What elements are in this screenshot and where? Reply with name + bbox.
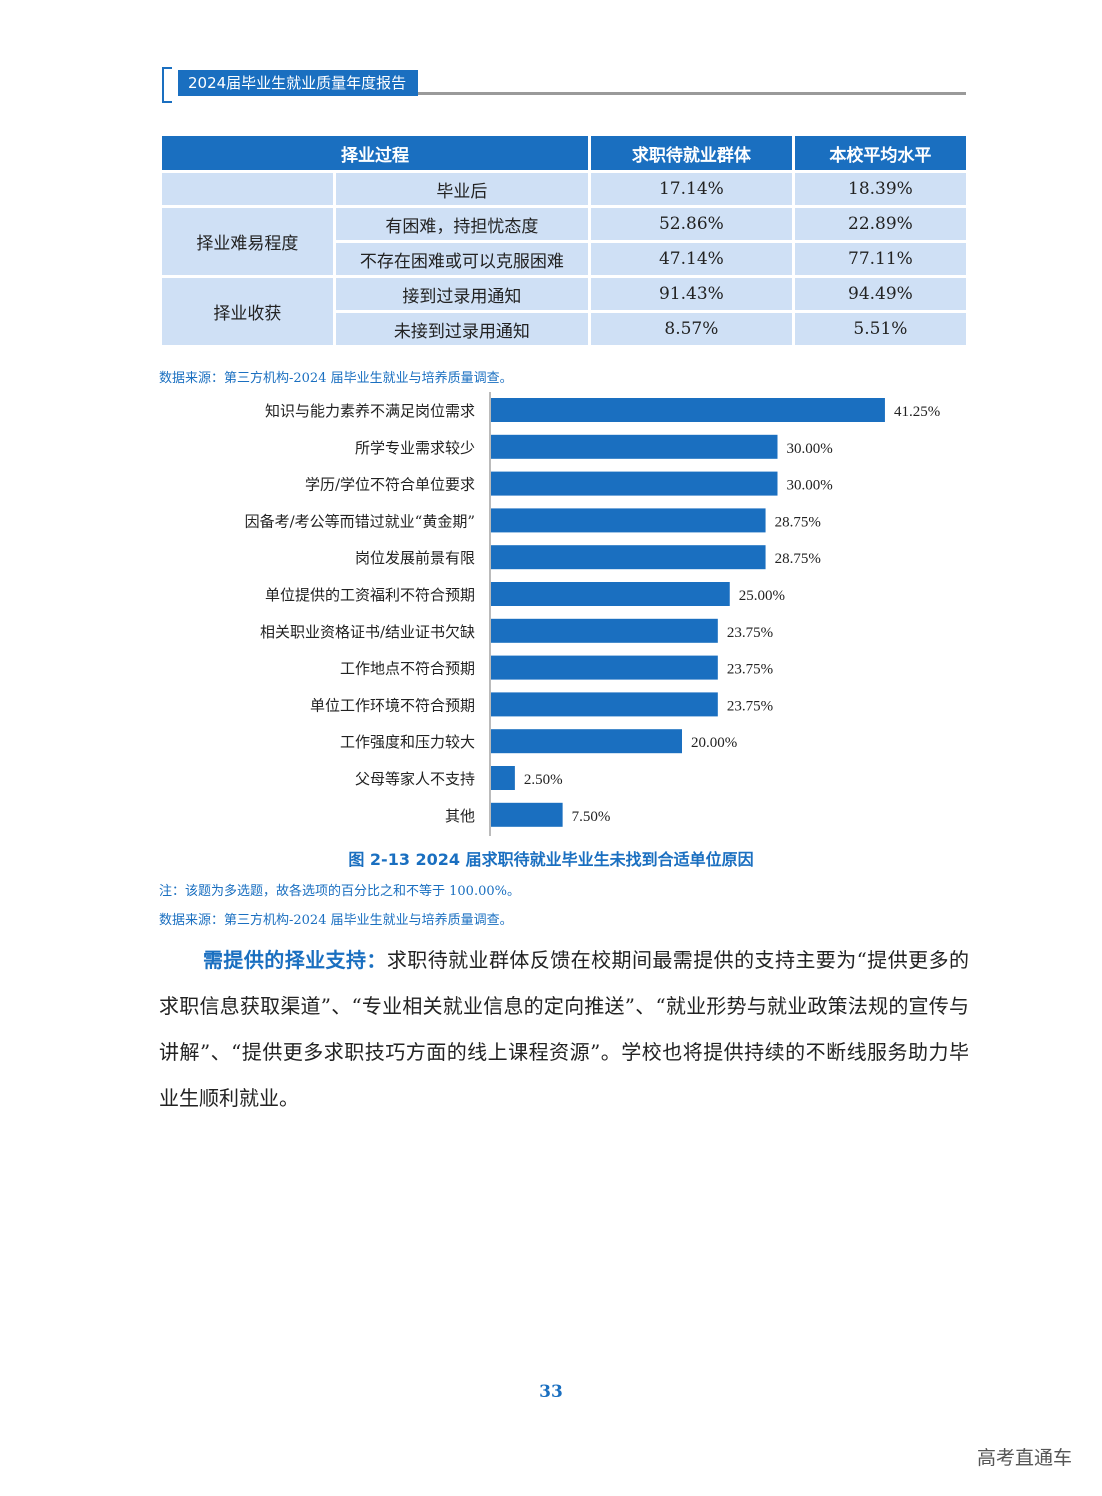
table-cell-value: 18.39%	[794, 173, 966, 205]
category-label: 父母等家人不支持	[355, 770, 475, 788]
table-cell-item: 不存在困难或可以克服困难	[335, 243, 588, 275]
bar	[491, 802, 563, 827]
data-label: 23.75%	[727, 662, 773, 678]
page-number: 33	[539, 1382, 563, 1402]
table-cell-value: 91.43%	[590, 278, 792, 310]
table-cell-item: 未接到过录用通知	[335, 313, 588, 345]
data-label: 41.25%	[894, 404, 940, 420]
reasons-bar-chart: 知识与能力素养不满足岗位需求 41.25% 所学专业需求较少 30.00% 学历/学位不…	[245, 392, 940, 836]
bar	[491, 471, 778, 496]
table-cell-value: 77.11%	[794, 243, 966, 275]
data-label: 23.75%	[727, 625, 773, 641]
category-label: 岗位发展前景有限	[355, 549, 475, 567]
category-label: 知识与能力素养不满足岗位需求	[265, 402, 475, 420]
data-label: 2.50%	[524, 772, 563, 788]
data-label: 30.00%	[787, 441, 833, 457]
header-rule	[178, 92, 966, 95]
category-label: 单位工作环境不符合预期	[310, 696, 475, 714]
paragraph-text: 求职待就业群体反馈在校期间最需提供的支持主要为“提供更多的求职信息获取渠道”、“…	[159, 948, 969, 1110]
bar	[491, 582, 730, 606]
table-row: 不存在困难或可以克服困难 47.14% 77.11%	[162, 243, 966, 275]
bar	[491, 434, 778, 459]
category-label: 因备考/考公等而错过就业“黄金期”	[245, 512, 475, 530]
table-cell-item: 接到过录用通知	[335, 278, 588, 310]
category-label: 工作强度和压力较大	[340, 733, 475, 751]
table-cell-value: 17.14%	[590, 173, 792, 205]
table-cell-value: 8.57%	[590, 313, 792, 345]
table-row: 择业难易程度 有困难，持担忧态度 52.86% 22.89%	[162, 208, 966, 275]
data-label: 28.75%	[775, 514, 821, 530]
table-row: 毕业后 17.14% 18.39%	[162, 173, 966, 205]
table-cell-group	[162, 173, 333, 205]
table-cell-value: 52.86%	[590, 208, 792, 240]
chart-caption: 图 2-13 2024 届求职待就业毕业生未找到合适单位原因	[348, 850, 754, 869]
category-label: 所学专业需求较少	[355, 439, 475, 457]
bar	[491, 729, 682, 754]
bar	[491, 545, 766, 570]
bar	[491, 398, 885, 422]
table-source-note: 数据来源：第三方机构-2024 届毕业生就业与培养质量调查。	[159, 371, 513, 386]
table-cell-group: 择业收获	[162, 278, 333, 345]
table-cell-item: 有困难，持担忧态度	[335, 208, 588, 240]
support-paragraph: 需提供的择业支持：求职待就业群体反馈在校期间最需提供的支持主要为“提供更多的求职…	[159, 937, 969, 1121]
data-label: 7.50%	[572, 809, 611, 825]
data-label: 20.00%	[691, 735, 737, 751]
chart-source-note: 数据来源：第三方机构-2024 届毕业生就业与培养质量调查。	[159, 913, 513, 928]
table-header: 本校平均水平	[794, 136, 966, 170]
table-cell-value: 94.49%	[794, 278, 966, 310]
watermark: 高考直通车	[976, 1447, 1072, 1469]
table-header-row: 择业过程 求职待就业群体 本校平均水平	[162, 136, 966, 170]
table-cell-value: 47.14%	[590, 243, 792, 275]
bar	[491, 508, 766, 533]
table-cell-group: 择业难易程度	[162, 208, 333, 275]
category-label: 学历/学位不符合单位要求	[305, 476, 475, 494]
table-row: 择业收获 接到过录用通知 91.43% 94.49%	[162, 278, 966, 345]
data-label: 25.00%	[739, 588, 785, 604]
data-label: 23.75%	[727, 698, 773, 714]
category-label: 单位提供的工资福利不符合预期	[265, 586, 475, 604]
selection-process-table: 择业过程 求职待就业群体 本校平均水平 毕业后 17.14% 18.39% 择业…	[159, 133, 969, 348]
report-title: 2024届毕业生就业质量年度报告	[178, 70, 418, 96]
chart-note: 注：该题为多选题，故各选项的百分比之和不等于 100.00%。	[159, 884, 520, 899]
table-row: 未接到过录用通知 8.57% 5.51%	[162, 313, 966, 345]
table-header: 择业过程	[162, 136, 588, 170]
table-header: 求职待就业群体	[590, 136, 792, 170]
category-label: 相关职业资格证书/结业证书欠缺	[260, 623, 475, 641]
header-bracket	[162, 67, 172, 103]
table-cell-item: 毕业后	[335, 173, 588, 205]
data-label: 30.00%	[787, 478, 833, 494]
table-cell-value: 5.51%	[794, 313, 966, 345]
bar	[491, 766, 515, 790]
data-label: 28.75%	[775, 551, 821, 567]
category-label: 工作地点不符合预期	[340, 660, 475, 678]
bar	[491, 692, 718, 717]
paragraph-lead: 需提供的择业支持：	[203, 948, 387, 972]
category-label: 其他	[445, 807, 475, 825]
bar	[491, 618, 718, 643]
table-cell-value: 22.89%	[794, 208, 966, 240]
bar	[491, 655, 718, 680]
